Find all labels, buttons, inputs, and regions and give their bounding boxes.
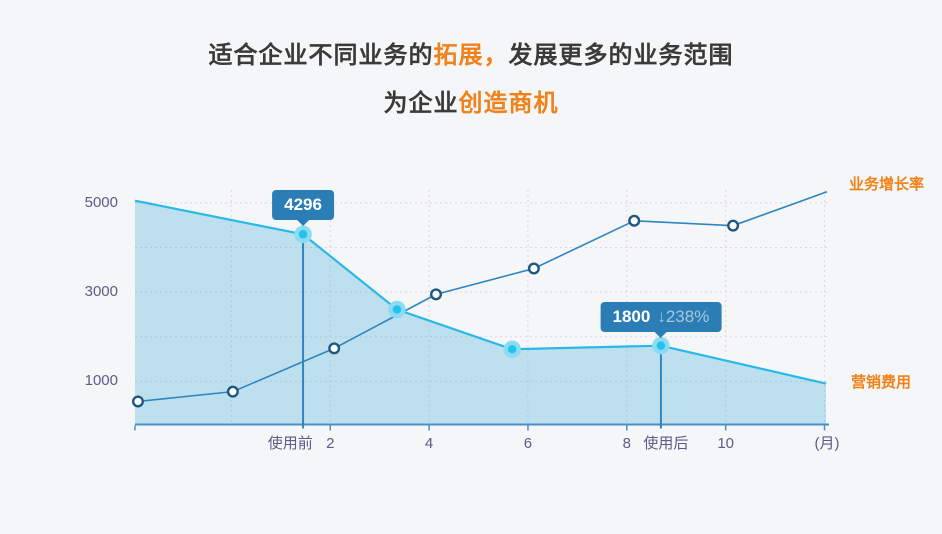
title-line-2: 为企业创造商机 [0,88,942,119]
title-line-2-text: 为企业 [383,90,459,117]
cost-line [134,199,827,385]
growth-point-marker [131,395,144,408]
title-line-1-text2: 发展更多的业务范围 [508,42,734,69]
growth-point-marker [628,214,641,227]
title-line-1-text: 适合企业不同业务的 [208,42,434,69]
title-line-1: 适合企业不同业务的拓展，发展更多的业务范围 [0,40,942,71]
growth-point-marker [527,262,540,275]
cost-point-marker [388,300,406,319]
growth-point-marker [430,288,443,301]
title-line-2-highlight: 创造商机 [458,90,559,117]
title-line-1-highlight: 拓展， [433,42,509,69]
cost-point-marker [652,336,670,355]
growth-point-marker [328,342,341,355]
cost-point-marker [294,225,312,244]
cost-area-fill [135,200,827,425]
growth-line [137,190,828,403]
growth-point-marker [727,219,740,232]
page-title: 适合企业不同业务的拓展，发展更多的业务范围 为企业创造商机 [0,40,942,119]
growth-point-marker [226,385,239,398]
cost-point-marker [503,340,521,359]
